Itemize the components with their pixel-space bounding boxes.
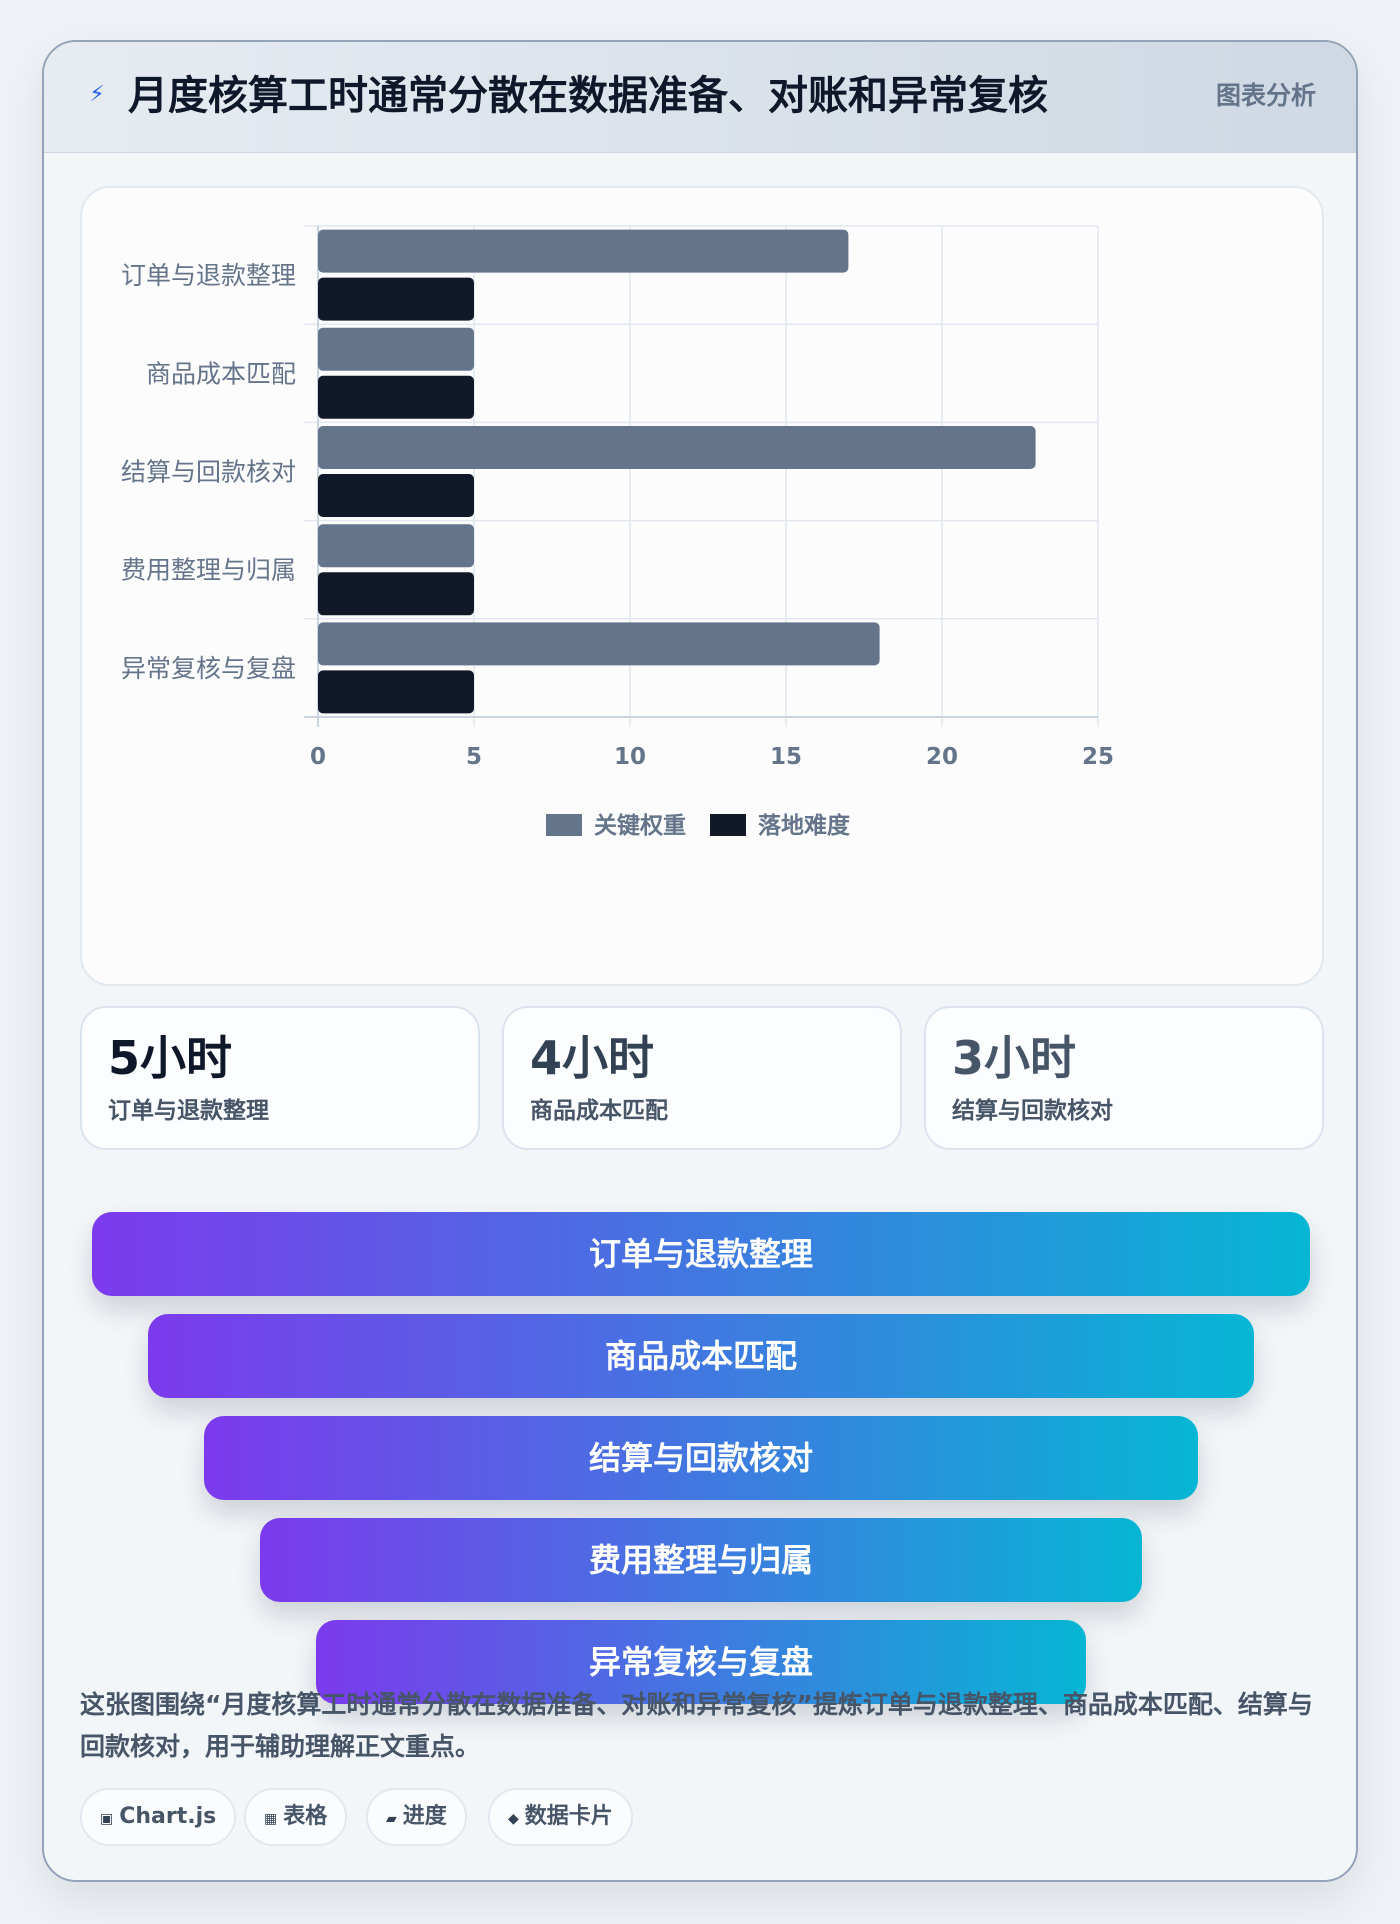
bar (318, 327, 474, 371)
legend-swatch (710, 814, 746, 836)
stat-label: 结算与回款核对 (952, 1098, 1113, 1124)
legend-label: 关键权重 (594, 812, 686, 839)
legend-label: 落地难度 (758, 812, 851, 839)
stat-label: 商品成本匹配 (530, 1098, 668, 1124)
funnel-step: 费用整理与归属 (260, 1518, 1142, 1602)
chip-progress[interactable]: ▰ 进度 (366, 1788, 467, 1846)
page-title: 月度核算工时通常分散在数据准备、对账和异常复核 (128, 73, 1048, 119)
bar (318, 375, 474, 419)
x-tick-label: 20 (926, 744, 958, 770)
funnel-step: 商品成本匹配 (148, 1314, 1254, 1398)
table-icon: ▦ (264, 1811, 278, 1827)
x-tick-label: 5 (466, 744, 482, 770)
card-header: ⚡ 月度核算工时通常分散在数据准备、对账和异常复核 图表分析 (44, 42, 1356, 153)
chip-table[interactable]: ▦ 表格 (244, 1788, 348, 1846)
stat-card: 4小时 商品成本匹配 (502, 1006, 902, 1150)
y-tick-label: 费用整理与归属 (121, 556, 296, 585)
funnel-step: 结算与回款核对 (204, 1416, 1198, 1500)
bar (318, 622, 880, 666)
chart-icon: ▣ (100, 1811, 114, 1827)
x-tick-label: 25 (1082, 744, 1114, 770)
funnel-step: 订单与退款整理 (92, 1212, 1310, 1296)
bar (318, 670, 474, 714)
x-tick-label: 15 (770, 744, 802, 770)
bar (318, 474, 474, 517)
stat-cards: 5小时 订单与退款整理 4小时 商品成本匹配 3小时 结算与回款核对 (80, 1006, 1324, 1150)
chip-label: Chart.js (119, 1804, 217, 1829)
bar-chart-panel: 订单与退款整理商品成本匹配结算与回款核对 费用整理与归属 异常复核与复盘 0 5 10 15… (80, 186, 1324, 986)
chip-label: 数据卡片 (524, 1804, 613, 1829)
y-tick-label: 订单与退款整理 (121, 261, 296, 290)
chip-label: 表格 (283, 1804, 328, 1829)
lightning-icon: ⚡ (89, 82, 105, 107)
chip-chartjs[interactable]: ▣ Chart.js (80, 1788, 237, 1846)
stat-card: 3小时 结算与回款核对 (924, 1006, 1324, 1150)
bar (318, 277, 474, 321)
bar (318, 229, 849, 273)
x-tick-label: 10 (614, 744, 646, 770)
x-tick-label: 0 (310, 744, 326, 770)
stat-value: 5小时 (108, 1031, 233, 1085)
chart-card: ⚡ 月度核算工时通常分散在数据准备、对账和异常复核 图表分析 订单与退款整理 商品… (42, 40, 1358, 1882)
stat-value: 4小时 (530, 1031, 655, 1085)
chip-label: 进度 (402, 1804, 447, 1829)
chip-data-card[interactable]: ◆ 数据卡片 (488, 1788, 633, 1846)
stat-card: 5小时 订单与退款整理 (80, 1006, 480, 1150)
legend-swatch (546, 814, 582, 836)
funnel: 订单与退款整理 商品成本匹配 结算与回款核对 费用整理与归属 异常复核与复盘 (44, 1172, 1356, 1704)
funnel-step: 异常复核与复盘 (316, 1620, 1086, 1704)
stat-label: 订单与退款整理 (108, 1098, 269, 1124)
bar (318, 524, 474, 568)
header-tag: 图表分析 (1215, 81, 1316, 110)
y-tick-label: 商品成本匹配 (146, 359, 296, 388)
diamond-icon: ◆ (508, 1811, 519, 1827)
progress-icon: ▰ (386, 1811, 397, 1827)
bar (318, 426, 1036, 469)
description: 这张图围绕“月度核算工时通常分散在数据准备、对账和异常复核”提炼订单与退款整理、… (80, 1690, 1313, 1761)
y-tick-label: 结算与回款核对 (121, 458, 296, 487)
stat-value: 3小时 (952, 1031, 1077, 1085)
bar (318, 572, 474, 616)
y-tick-label: 异常复核与复盘 (121, 654, 296, 683)
